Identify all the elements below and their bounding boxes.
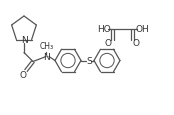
Text: OH: OH	[135, 25, 149, 34]
Text: O: O	[19, 70, 26, 79]
Text: S: S	[86, 57, 92, 65]
Text: N: N	[21, 36, 27, 45]
Text: HO: HO	[97, 25, 111, 34]
Text: O: O	[105, 39, 112, 48]
Text: N: N	[43, 53, 49, 62]
Text: O: O	[132, 39, 140, 48]
Text: CH₃: CH₃	[40, 41, 54, 50]
